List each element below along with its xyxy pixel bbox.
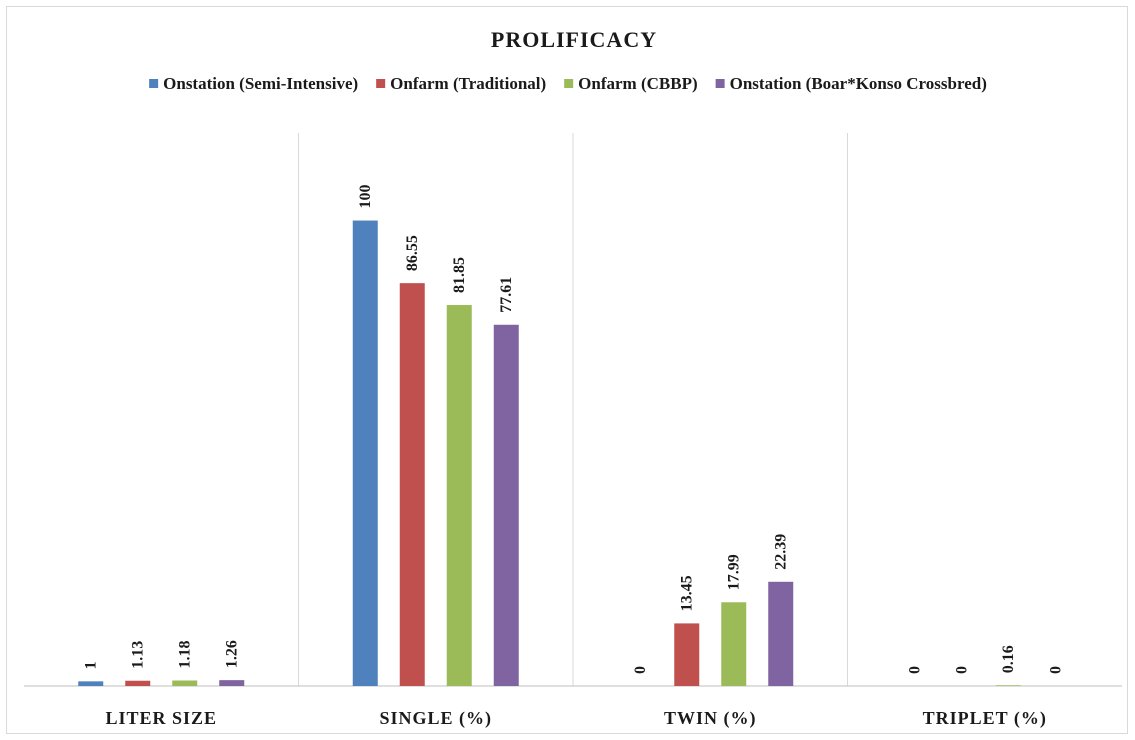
category-label-0: LITER SIZE <box>105 708 217 728</box>
bar-0-0 <box>78 681 104 686</box>
legend-label-0: Onstation (Semi-Intensive) <box>163 74 358 93</box>
legend: Onstation (Semi-Intensive) Onfarm (Tradit… <box>149 74 987 93</box>
bar-2-2 <box>721 602 747 686</box>
data-label-2-0: 0 <box>632 666 649 674</box>
data-label-1-0: 100 <box>357 185 374 209</box>
bar-2-1 <box>674 623 700 686</box>
category-label-1: SINGLE (%) <box>379 708 492 729</box>
data-label-2-1: 13.45 <box>679 575 696 611</box>
plot-area: 1 1.13 1.18 1.26 LITER SIZE 100 86.55 81.85 77.6… <box>24 133 1122 729</box>
bar-0-3 <box>219 680 245 686</box>
legend-swatch-2 <box>564 79 574 88</box>
bar-1-1 <box>399 283 425 686</box>
data-label-1-1: 86.55 <box>404 235 421 271</box>
data-label-2-3: 22.39 <box>773 534 790 570</box>
legend-label-1: Onfarm (Traditional) <box>390 74 546 93</box>
chart-title: PROLIFICACY <box>491 27 657 52</box>
legend-swatch-1 <box>376 79 386 88</box>
category-label-2: TWIN (%) <box>664 708 757 729</box>
data-label-3-1: 0 <box>953 666 970 674</box>
legend-swatch-3 <box>715 79 725 88</box>
data-label-3-3: 0 <box>1047 666 1064 674</box>
category-label-3: TRIPLET (%) <box>923 708 1047 729</box>
bar-1-3 <box>493 324 519 686</box>
bar-1-0 <box>352 220 378 686</box>
data-label-0-0: 1 <box>83 661 100 669</box>
data-label-0-2: 1.18 <box>177 641 194 669</box>
bar-0-2 <box>172 680 198 686</box>
bar-1-2 <box>446 305 472 686</box>
legend-swatch-0 <box>149 79 159 88</box>
bar-3-2 <box>995 685 1021 686</box>
data-label-0-1: 1.13 <box>130 641 147 669</box>
data-label-0-3: 1.26 <box>224 640 241 668</box>
bar-0-1 <box>125 680 151 686</box>
data-label-3-2: 0.16 <box>1000 645 1017 673</box>
chart-frame <box>6 6 1128 734</box>
data-label-2-2: 17.99 <box>726 554 743 590</box>
legend-label-3: Onstation (Boar*Konso Crossbred) <box>730 74 987 93</box>
data-label-1-2: 81.85 <box>451 257 468 293</box>
bar-2-3 <box>768 581 794 686</box>
data-label-3-0: 0 <box>906 666 923 674</box>
data-label-1-3: 77.61 <box>498 277 515 313</box>
legend-label-2: Onfarm (CBBP) <box>578 74 697 93</box>
